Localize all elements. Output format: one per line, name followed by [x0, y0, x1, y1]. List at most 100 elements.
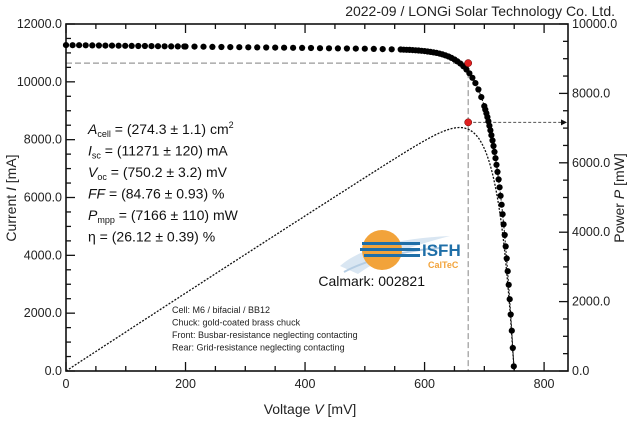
iv-point — [343, 45, 350, 52]
iv-point — [69, 42, 76, 49]
parameter-line: FF = (84.76 ± 0.93) % — [88, 186, 224, 202]
iv-point — [299, 44, 306, 52]
iv-point — [488, 132, 495, 139]
iv-point — [236, 44, 243, 51]
param-value: = (274.3 ± 1.1) cm — [111, 121, 229, 137]
param-symbol: I — [88, 143, 92, 159]
iv-point — [379, 46, 386, 53]
iv-point — [281, 44, 288, 51]
iv-point — [168, 43, 175, 50]
parameter-line: Pmpp = (7166 ± 110) mW — [88, 207, 239, 225]
iv-point — [135, 42, 142, 50]
mpp-iv-point — [464, 59, 473, 67]
iv-point — [504, 268, 511, 275]
iv-curve — [62, 42, 517, 370]
iv-point — [325, 45, 333, 52]
parameter-line: Acell = (274.3 ± 1.1) cm2 — [87, 120, 234, 139]
iv-point — [498, 201, 505, 208]
param-symbol: FF — [88, 186, 107, 202]
iv-point — [493, 161, 500, 168]
iv-point — [62, 42, 70, 49]
isfh-logo: ISFH CalTeC — [340, 230, 461, 274]
y-tick-label: 6000.0 — [24, 191, 62, 205]
y-axis-title: Current I [mA] — [3, 154, 19, 241]
y2-tick-label: 4000.0 — [572, 225, 610, 239]
iv-point — [141, 42, 148, 50]
info-line: Chuck: gold-coated brass chuck — [172, 318, 301, 328]
param-value: = (11271 ± 120) mA — [101, 143, 229, 159]
iv-point — [505, 281, 512, 288]
iv-point — [494, 168, 501, 175]
y-tick-label: 8000.0 — [24, 133, 62, 147]
iv-point — [290, 44, 297, 51]
y2-tick-label: 8000.0 — [572, 86, 610, 100]
iv-point — [496, 184, 503, 191]
iv-point — [495, 176, 502, 183]
param-subscript: sc — [92, 151, 102, 161]
iv-point — [245, 44, 252, 51]
iv-point — [503, 255, 510, 262]
iv-point — [502, 243, 509, 250]
iv-point — [209, 43, 216, 51]
x-tick-label: 600 — [414, 377, 435, 391]
iv-point — [272, 44, 279, 51]
y2-tick-label: 0.0 — [572, 364, 589, 378]
iv-point — [227, 44, 234, 51]
param-subscript: cell — [97, 129, 111, 139]
iv-point — [148, 43, 155, 50]
iv-point — [115, 42, 122, 49]
param-value: = (84.76 ± 0.93) % — [105, 186, 224, 202]
chart-title: 2022-09 / LONGi Solar Technology Co. Ltd… — [345, 3, 615, 19]
iv-point — [478, 94, 485, 101]
y2-tick-label: 6000.0 — [572, 156, 610, 170]
iv-point — [89, 42, 96, 49]
y-tick-label: 10000.0 — [17, 75, 62, 89]
y-tick-label: 12000.0 — [17, 17, 62, 31]
logo-isfh: ISFH — [422, 241, 461, 260]
param-value: = (7166 ± 110) mW — [115, 207, 239, 223]
x-tick-label: 800 — [534, 377, 555, 391]
iv-point — [161, 43, 168, 50]
y-tick-label: 0.0 — [45, 364, 62, 378]
iv-point — [499, 211, 506, 218]
param-symbol: η — [88, 229, 96, 245]
iv-point — [508, 327, 515, 334]
iv-point — [102, 42, 109, 49]
y2-tick-label: 10000.0 — [572, 17, 617, 31]
iv-point — [218, 43, 225, 51]
parameter-line: Isc = (11271 ± 120) mA — [88, 143, 228, 161]
param-subscript: oc — [97, 172, 107, 182]
param-superscript: 2 — [229, 120, 234, 130]
iv-point — [469, 74, 476, 81]
iv-point — [497, 192, 504, 199]
param-symbol: P — [88, 207, 98, 223]
info-line: Front: Busbar-resistance neglecting cont… — [172, 330, 358, 340]
iv-point — [174, 43, 181, 50]
parameter-line: η = (26.12 ± 0.39) % — [88, 229, 215, 245]
pv-line — [65, 126, 515, 372]
iv-point — [95, 42, 102, 49]
mpp-points — [464, 59, 473, 127]
y-tick-label: 4000.0 — [24, 248, 62, 262]
iv-point — [108, 42, 116, 49]
iv-point — [263, 44, 270, 51]
iv-point — [491, 148, 498, 155]
calmark-label: Calmark: 002821 — [318, 273, 425, 289]
parameter-line: Voc = (750.2 ± 3.2) mV — [88, 164, 228, 182]
iv-point — [506, 296, 513, 303]
axes: 0 200 400 600 8000.02000.04000.06000.08000.0… — [17, 17, 617, 391]
param-subscript: mpp — [97, 215, 115, 225]
iv-point — [182, 43, 189, 50]
iv-point — [191, 43, 198, 50]
iv-point — [490, 142, 497, 150]
param-symbol: V — [88, 164, 99, 180]
arrow-icon — [561, 119, 567, 126]
iv-point — [76, 42, 83, 49]
iv-point — [388, 46, 395, 53]
info-line: Cell: M6 / bifacial / BB12 — [172, 305, 270, 315]
iv-point — [361, 45, 368, 52]
param-value: = (750.2 ± 3.2) mV — [107, 164, 228, 180]
iv-point — [122, 42, 129, 49]
iv-point — [510, 363, 517, 370]
y-tick-label: 2000.0 — [24, 306, 62, 320]
